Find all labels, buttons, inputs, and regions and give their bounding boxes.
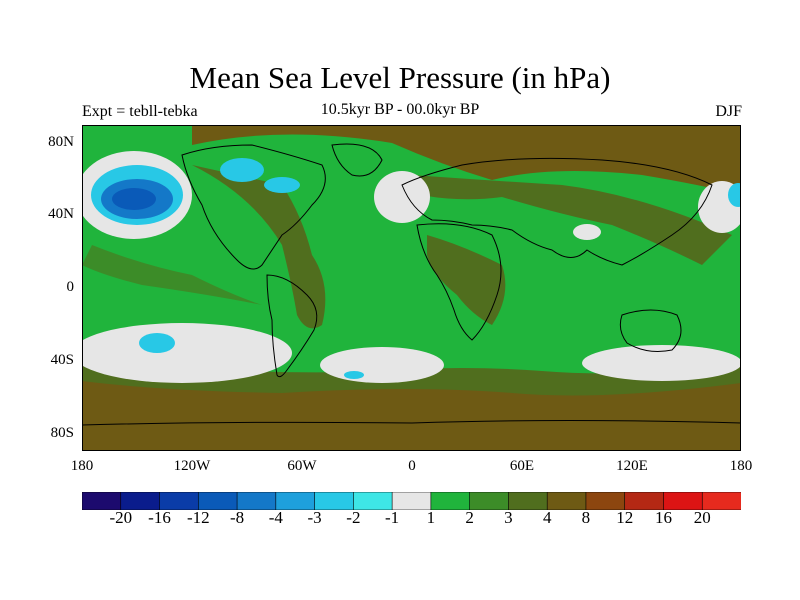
colorbar-label: -8 — [230, 508, 245, 527]
north-atlantic-grey — [374, 171, 430, 223]
lat-label-80n: 80N — [48, 134, 74, 150]
lon-label-180w: 180 — [70, 458, 94, 474]
tibet-grey — [573, 224, 601, 240]
africa-olive — [427, 235, 506, 325]
colorbar-label: 16 — [655, 508, 672, 527]
colorbar-label: -2 — [346, 508, 361, 527]
greenland-coast — [331, 143, 383, 177]
south-indian-grey — [582, 345, 741, 381]
season-label: DJF — [715, 103, 742, 120]
northern-brown-band — [192, 125, 741, 195]
colorbar-label: 2 — [465, 508, 474, 527]
hudson-cyan — [264, 177, 300, 193]
colorbar-label: -20 — [109, 508, 133, 527]
colorbar — [82, 492, 741, 510]
africa-coast — [416, 223, 502, 341]
canada-cyan — [220, 158, 264, 182]
americas-olive — [192, 165, 326, 329]
colorbar-label: 3 — [504, 508, 513, 527]
map-title: Mean Sea Level Pressure (in hPa) — [189, 60, 611, 95]
lon-label-0: 0 — [408, 458, 416, 474]
colorbar-swatch — [701, 492, 741, 510]
colorbar-label: 4 — [542, 508, 552, 527]
lon-label-180e: 180 — [729, 458, 753, 474]
colorbar-label: -16 — [148, 508, 171, 527]
eurasia-coast — [401, 157, 713, 266]
time-period-label: 10.5kyr BP - 00.0kyr BP — [320, 101, 480, 118]
coastlines — [82, 143, 741, 426]
antarctica-coast — [82, 420, 741, 426]
lat-label-0: 0 — [66, 279, 75, 295]
lon-label-60w: 60W — [287, 458, 317, 474]
lon-label-120w: 120W — [173, 458, 211, 474]
colorbar-label: -3 — [307, 508, 322, 527]
west-pacific-cyan — [728, 183, 741, 207]
lat-label-40n: 40N — [48, 206, 74, 222]
lat-label-40s: 40S — [50, 352, 74, 368]
australia-coast — [619, 309, 682, 352]
north-america-coast — [181, 144, 326, 270]
south-pacific-grey — [82, 323, 292, 383]
lat-label-80s: 80S — [50, 425, 74, 441]
colorbar-label: 1 — [426, 508, 436, 527]
lon-label-120e: 120E — [616, 458, 648, 474]
colorbar-label: 20 — [693, 508, 711, 527]
eurasia-olive — [382, 175, 732, 265]
colorbar-label: 8 — [581, 508, 591, 527]
south-america-coast — [266, 274, 318, 378]
colorbar-label: 12 — [616, 508, 634, 527]
map-frame — [82, 125, 741, 451]
experiment-label: Expt = tebll-tebka — [82, 103, 198, 120]
colorbar-label: -4 — [268, 508, 283, 527]
colorbar-label: -1 — [385, 508, 400, 527]
north-pacific-deep-blue — [112, 188, 156, 210]
south-pacific-cyan — [139, 333, 175, 353]
pressure-anomaly-map — [82, 125, 741, 451]
colorbar-label: -12 — [186, 508, 210, 527]
south-atlantic-grey — [320, 347, 444, 383]
lon-label-60e: 60E — [509, 458, 535, 474]
south-atlantic-cyan — [344, 371, 364, 379]
pacific-olive — [82, 245, 262, 305]
